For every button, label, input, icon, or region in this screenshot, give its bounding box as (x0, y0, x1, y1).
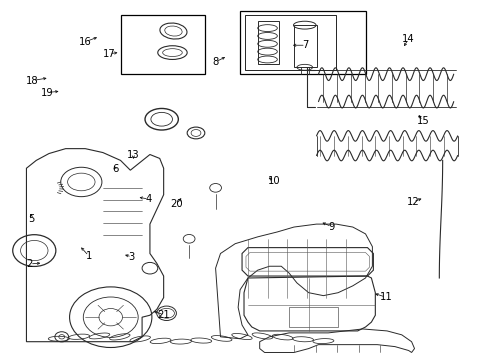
Text: 15: 15 (416, 116, 428, 126)
Text: 8: 8 (212, 57, 219, 67)
Text: 12: 12 (406, 197, 419, 207)
Text: 18: 18 (26, 76, 39, 86)
Text: 7: 7 (302, 40, 308, 50)
Text: 11: 11 (379, 292, 391, 302)
Text: 4: 4 (145, 194, 151, 204)
Text: 2: 2 (26, 259, 33, 269)
Text: 20: 20 (170, 199, 183, 209)
Text: 17: 17 (103, 49, 116, 59)
Text: 5: 5 (28, 214, 34, 224)
Text: 6: 6 (112, 165, 118, 174)
Text: 21: 21 (157, 310, 170, 320)
Text: 3: 3 (128, 252, 135, 262)
Text: 16: 16 (79, 37, 92, 47)
Text: 10: 10 (267, 176, 280, 186)
Text: 9: 9 (328, 221, 334, 231)
Text: 14: 14 (401, 34, 414, 44)
Text: 13: 13 (127, 150, 140, 159)
Text: 19: 19 (41, 87, 53, 98)
Text: 1: 1 (85, 251, 92, 261)
